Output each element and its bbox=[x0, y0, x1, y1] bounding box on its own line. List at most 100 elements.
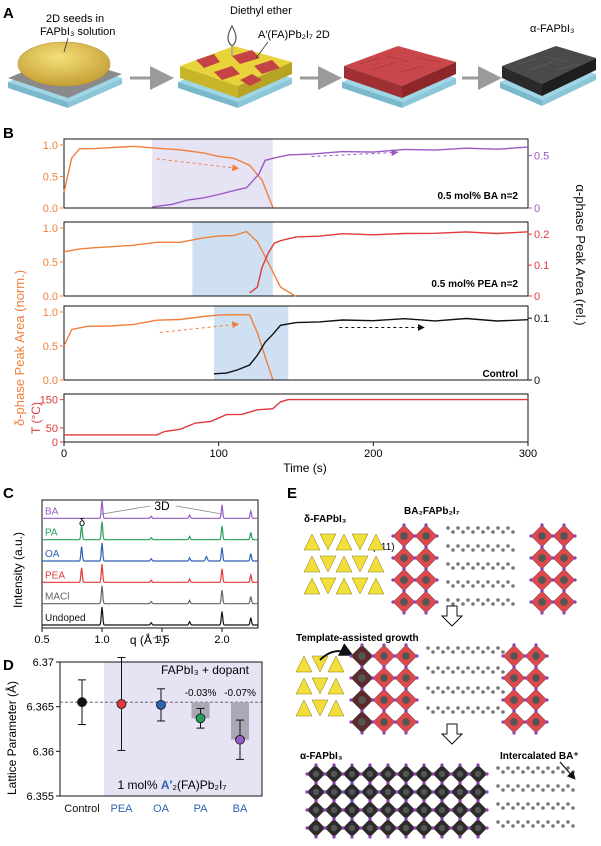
organic-spacer bbox=[486, 580, 490, 584]
iodide-atom bbox=[360, 665, 364, 669]
organic-spacer bbox=[456, 562, 460, 566]
category-label: Control bbox=[64, 803, 99, 815]
delta-face bbox=[367, 555, 385, 573]
iodide-atom bbox=[393, 654, 397, 658]
intercalated-spacer bbox=[556, 784, 560, 788]
iodide-atom bbox=[424, 611, 428, 615]
iodide-atom bbox=[349, 676, 353, 680]
q-tick-label: 1.0 bbox=[94, 634, 109, 646]
panel-d: D 6.355 6.36 6.365 6.37 Control PEA OA -0.03% PA… bbox=[3, 657, 263, 815]
alpha-octahedron-center bbox=[348, 824, 356, 832]
sub1-label: 0.5 mol% BA n=2 bbox=[438, 191, 519, 202]
process-arrow bbox=[440, 723, 464, 745]
organic-spacer-mid bbox=[471, 650, 475, 654]
iodide-atom bbox=[402, 523, 406, 527]
seeds-label-line1: 2D seeds in bbox=[46, 13, 104, 25]
intercalated-spacer bbox=[571, 806, 575, 810]
organic-spacer bbox=[491, 530, 495, 534]
iodide-atom bbox=[562, 611, 566, 615]
alpha-octahedron-center bbox=[474, 806, 482, 814]
organic-spacer-mid bbox=[466, 686, 470, 690]
seeds-label-line2: FAPbI₃ solution bbox=[40, 26, 115, 38]
organic-spacer bbox=[446, 544, 450, 548]
organic-spacer-mid bbox=[486, 706, 490, 710]
iodide-atom bbox=[440, 799, 444, 803]
iodide-atom bbox=[371, 676, 375, 680]
intercalated-spacer bbox=[546, 784, 550, 788]
xrd-label-ba: BA bbox=[45, 506, 59, 517]
organic-spacer-mid bbox=[471, 710, 475, 714]
iodide-atom bbox=[371, 654, 375, 658]
iodide-atom bbox=[323, 808, 327, 812]
iodide-atom bbox=[360, 643, 364, 647]
iodide-atom bbox=[386, 817, 390, 821]
iodide-atom bbox=[540, 589, 544, 593]
alpha-octahedron-center bbox=[348, 770, 356, 778]
delta-face bbox=[335, 577, 353, 595]
iodide-atom bbox=[360, 731, 364, 735]
left-series-line bbox=[63, 230, 297, 298]
iodide-atom bbox=[382, 687, 386, 691]
iodide-atom bbox=[382, 665, 386, 669]
organic-spacer-mid bbox=[476, 686, 480, 690]
delta-face bbox=[319, 577, 337, 595]
ba-octahedron-mid-center bbox=[532, 696, 540, 704]
iodide-atom bbox=[393, 676, 397, 680]
q-tick-label: 2.0 bbox=[214, 634, 229, 646]
template-octahedron-center bbox=[358, 696, 366, 704]
ba-octahedron-center bbox=[538, 532, 546, 540]
c-delta-annotation: δ bbox=[79, 517, 85, 529]
organic-spacer-mid bbox=[501, 710, 505, 714]
alpha-octahedron-center bbox=[420, 824, 428, 832]
organic-spacer-mid bbox=[486, 666, 490, 670]
organic-spacer-mid bbox=[456, 686, 460, 690]
organic-spacer bbox=[506, 562, 510, 566]
organic-spacer bbox=[466, 526, 470, 530]
organic-spacer-mid bbox=[446, 686, 450, 690]
iodide-atom bbox=[371, 698, 375, 702]
panel-c-letter: C bbox=[3, 485, 14, 502]
intercalated-spacer bbox=[506, 802, 510, 806]
iodide-atom bbox=[422, 817, 426, 821]
iodide-atom bbox=[545, 676, 549, 680]
organic-spacer bbox=[481, 548, 485, 552]
iodide-atom bbox=[359, 772, 363, 776]
iodide-atom bbox=[341, 772, 345, 776]
iodide-atom bbox=[305, 772, 309, 776]
alpha-octahedron-center bbox=[420, 788, 428, 796]
e-intercalated-label: Intercalated BA⁺ bbox=[500, 751, 579, 762]
organic-spacer-mid bbox=[481, 710, 485, 714]
left-axis-label: δ-phase Peak Area (norm.) bbox=[12, 270, 27, 426]
iodide-atom bbox=[415, 698, 419, 702]
iodide-atom bbox=[393, 698, 397, 702]
alpha-octahedron-center bbox=[456, 824, 464, 832]
organic-spacer-mid bbox=[441, 690, 445, 694]
iodide-atom bbox=[314, 835, 318, 839]
iodide-atom bbox=[332, 817, 336, 821]
intercalated-spacer bbox=[526, 784, 530, 788]
temp-tick-label: 0 bbox=[52, 437, 58, 449]
organic-spacer bbox=[451, 602, 455, 606]
iodide-atom bbox=[350, 835, 354, 839]
delta-face bbox=[335, 533, 353, 551]
panel-b-letter: B bbox=[3, 125, 14, 142]
organic-spacer bbox=[486, 598, 490, 602]
template-octahedron-center bbox=[402, 696, 410, 704]
iodide-atom bbox=[391, 556, 395, 560]
alpha-octahedron-center bbox=[330, 788, 338, 796]
iodide-atom bbox=[350, 799, 354, 803]
iodide-atom bbox=[402, 611, 406, 615]
template-octahedron-center bbox=[380, 674, 388, 682]
alpha-octahedron-center bbox=[366, 788, 374, 796]
intercalated-spacer bbox=[526, 766, 530, 770]
iodide-atom bbox=[360, 709, 364, 713]
iodide-atom bbox=[435, 578, 439, 582]
data-point bbox=[116, 699, 127, 709]
iodide-atom bbox=[476, 781, 480, 785]
iodide-atom bbox=[523, 654, 527, 658]
organic-spacer-mid bbox=[456, 646, 460, 650]
organic-spacer bbox=[446, 598, 450, 602]
intercalated-spacer bbox=[531, 788, 535, 792]
iodide-atom bbox=[404, 763, 408, 767]
chart-d: 6.355 6.36 6.365 6.37 Control PEA OA -0.03% PA -0… bbox=[26, 657, 263, 815]
